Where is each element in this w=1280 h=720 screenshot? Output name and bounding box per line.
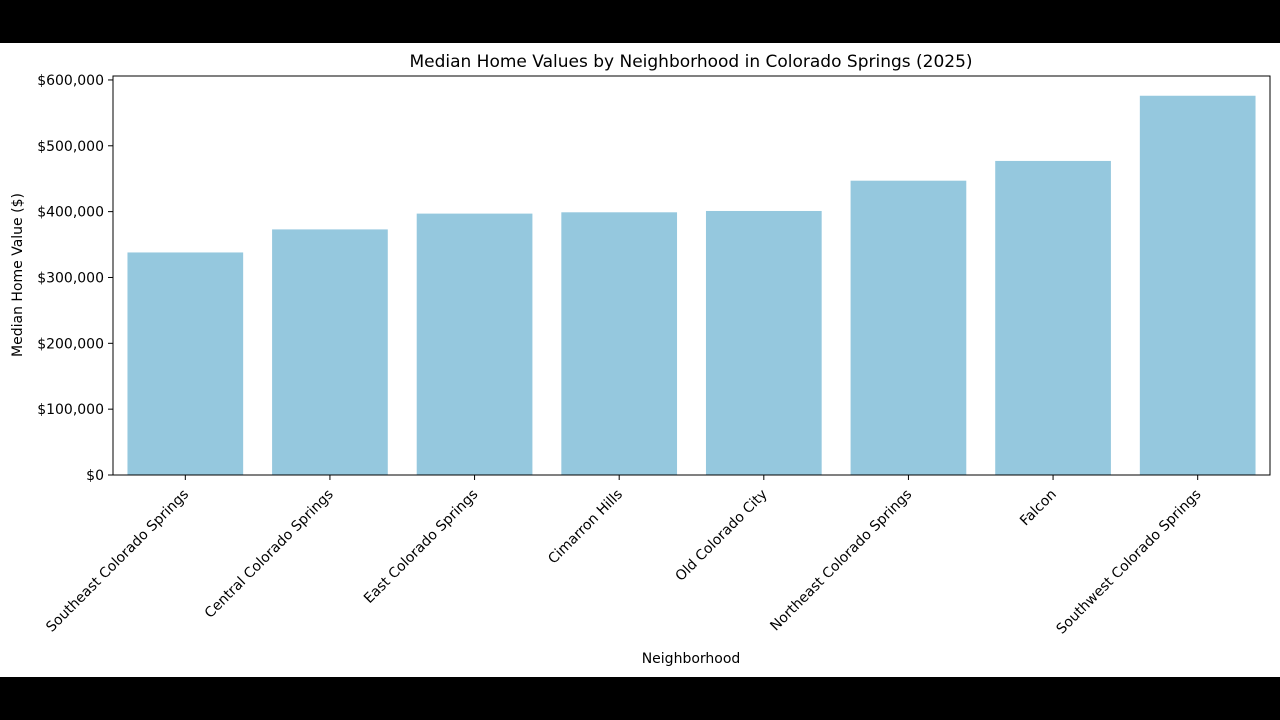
x-axis-ticks: Southeast Colorado Springs Central Colora…: [43, 475, 1205, 638]
y-tick-label: $100,000: [37, 402, 104, 418]
bar: [561, 212, 678, 475]
plot-frame: [112, 75, 1271, 476]
bar: [272, 229, 388, 475]
chart-figure: Median Home Values by Neighborhood in Co…: [0, 43, 1280, 677]
x-tick-label: Southeast Colorado Springs: [43, 487, 192, 636]
y-tick-label: $200,000: [37, 336, 104, 352]
x-tick-label: East Colorado Springs: [361, 487, 481, 607]
bar-chart: Median Home Values by Neighborhood in Co…: [10, 52, 1271, 667]
y-axis-label: Median Home Value ($): [10, 193, 26, 357]
bar: [416, 213, 533, 475]
bar: [127, 252, 244, 475]
y-tick-label: $600,000: [37, 73, 104, 89]
x-tick-label: Southwest Colorado Springs: [1054, 487, 1205, 638]
x-tick-label: Northeast Colorado Springs: [767, 487, 915, 635]
y-axis-ticks: $0 $100,000 $200,000 $300,000 $400,000 $500,0…: [37, 73, 113, 484]
letterbox-bottom: [0, 677, 1280, 720]
x-tick-label: Cimarron Hills: [545, 487, 626, 568]
bar: [705, 210, 822, 475]
bar: [850, 180, 967, 476]
x-tick-label: Old Colorado City: [673, 487, 771, 585]
y-tick-label: $300,000: [37, 270, 104, 286]
x-tick-label: Falcon: [1017, 487, 1060, 530]
letterbox-top: [0, 0, 1280, 43]
x-axis-label: Neighborhood: [642, 651, 741, 667]
chart-title: Median Home Values by Neighborhood in Co…: [409, 52, 972, 72]
x-tick-label: Central Colorado Springs: [202, 487, 337, 622]
y-tick-label: $400,000: [37, 205, 104, 221]
y-tick-label: $500,000: [37, 139, 104, 155]
bar: [995, 160, 1111, 475]
bars-group: [127, 95, 1256, 476]
bar: [1139, 95, 1256, 475]
y-tick-label: $0: [86, 468, 104, 484]
